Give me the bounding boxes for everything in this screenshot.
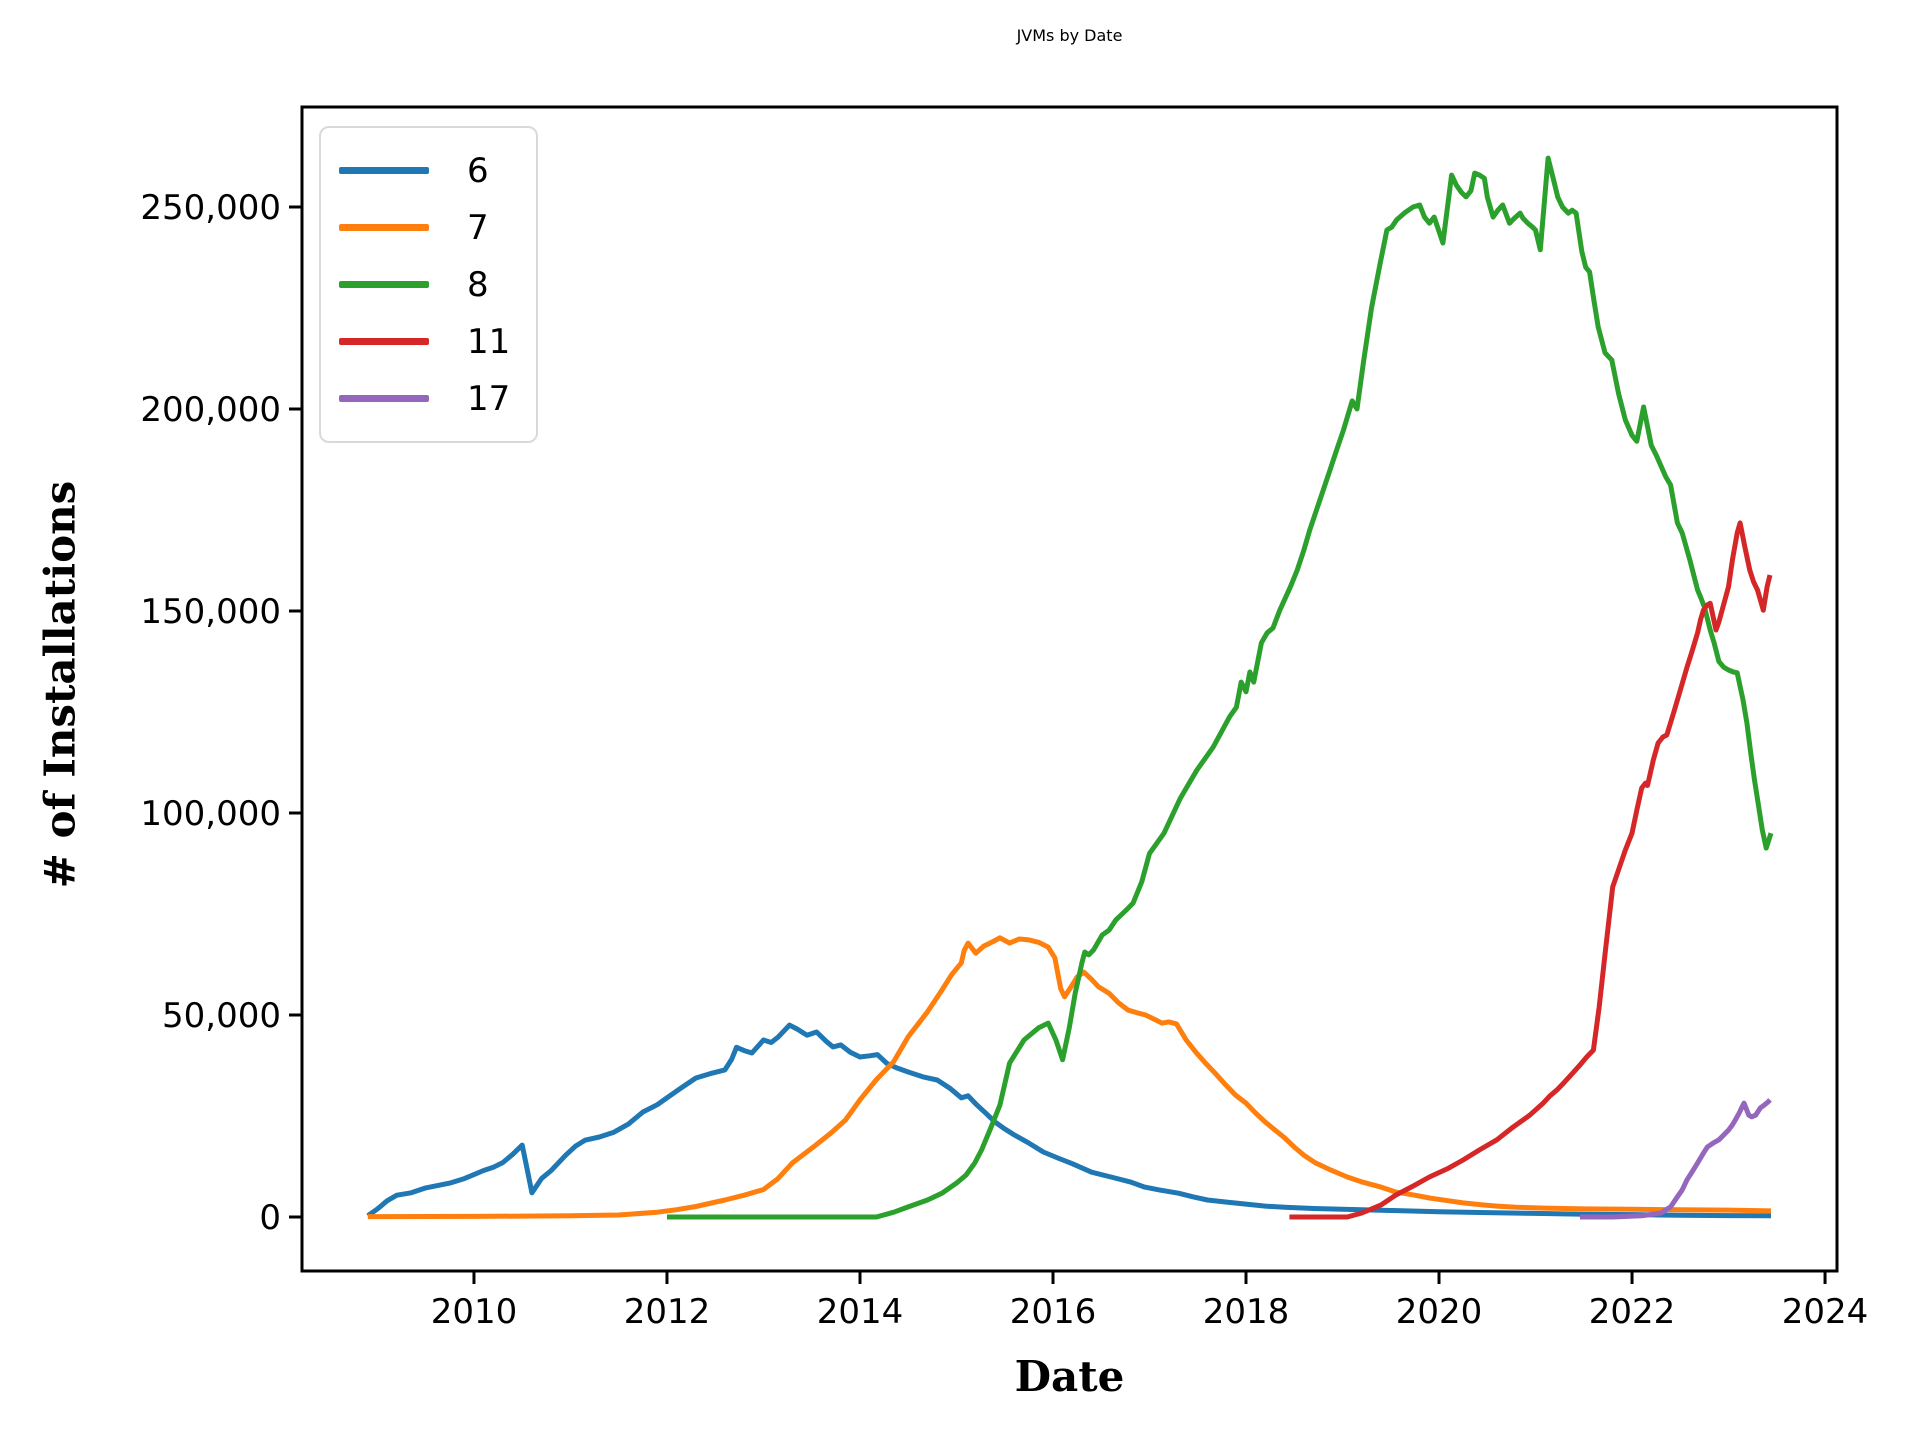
- y-tick-label: 0: [259, 1198, 281, 1238]
- chart-title: JVMs by Date: [1016, 26, 1123, 45]
- x-tick-label: 2010: [431, 1292, 518, 1332]
- legend-swatch-17: [339, 395, 429, 402]
- legend-item-17: 17: [339, 370, 510, 427]
- x-tick-label: 2012: [624, 1292, 711, 1332]
- legend-label-8: 8: [467, 264, 489, 305]
- legend-label-7: 7: [467, 207, 489, 248]
- legend-item-6: 6: [339, 142, 510, 199]
- x-tick-label: 2024: [1782, 1292, 1869, 1332]
- series-line-8: [667, 155, 1774, 1220]
- legend: 6 7 8 11 17: [319, 126, 539, 443]
- x-tick-label: 2016: [1010, 1292, 1097, 1332]
- legend-label-6: 6: [467, 150, 489, 191]
- y-axis-title: # of Installations: [35, 480, 85, 889]
- legend-swatch-8: [339, 281, 429, 288]
- x-tick-label: 2018: [1203, 1292, 1290, 1332]
- x-tick-label: 2014: [817, 1292, 904, 1332]
- plot-frame: [300, 105, 1839, 1273]
- y-tick-label: 100,000: [140, 794, 281, 834]
- series-line-11: [1289, 520, 1773, 1220]
- y-tick-label: 150,000: [140, 592, 281, 632]
- legend-item-8: 8: [339, 256, 510, 313]
- legend-item-7: 7: [339, 199, 510, 256]
- x-axis-title: Date: [1014, 1352, 1125, 1401]
- x-tick-label: 2020: [1396, 1292, 1483, 1332]
- legend-swatch-6: [339, 167, 429, 174]
- y-tick-label: 50,000: [162, 996, 281, 1036]
- legend-label-17: 17: [467, 378, 511, 419]
- legend-swatch-11: [339, 338, 429, 345]
- legend-swatch-7: [339, 224, 429, 231]
- y-tick-label: 250,000: [140, 188, 281, 228]
- legend-item-11: 11: [339, 313, 510, 370]
- series-line-17: [1579, 1098, 1772, 1220]
- legend-label-11: 11: [467, 321, 511, 362]
- series-line-7: [367, 935, 1772, 1220]
- series-line-6: [366, 1022, 1772, 1219]
- x-tick-label: 2022: [1589, 1292, 1676, 1332]
- y-tick-label: 200,000: [140, 390, 281, 430]
